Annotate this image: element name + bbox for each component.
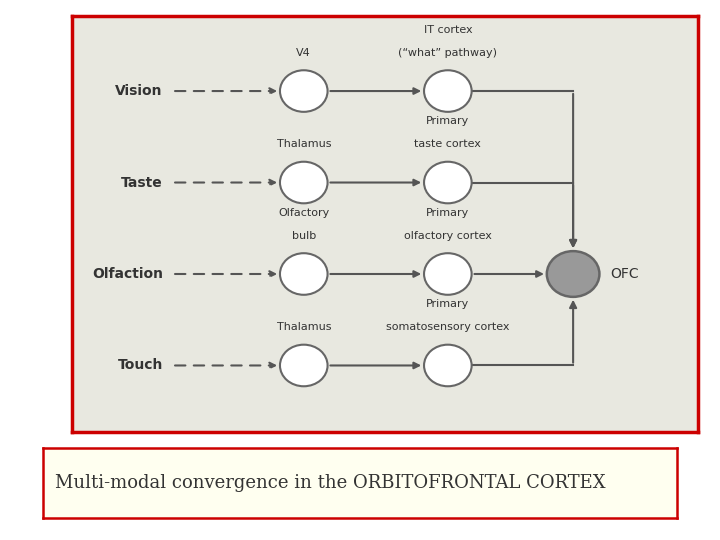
Ellipse shape	[280, 345, 328, 386]
Text: Primary: Primary	[426, 208, 469, 218]
Text: Primary: Primary	[426, 299, 469, 309]
Text: Olfaction: Olfaction	[92, 267, 163, 281]
Ellipse shape	[280, 162, 328, 204]
Ellipse shape	[424, 345, 472, 386]
Text: somatosensory cortex: somatosensory cortex	[386, 322, 510, 332]
Text: Olfactory: Olfactory	[278, 208, 329, 218]
Text: Taste: Taste	[121, 176, 163, 190]
Text: Thalamus: Thalamus	[276, 322, 331, 332]
Text: (“what” pathway): (“what” pathway)	[398, 48, 498, 58]
Ellipse shape	[424, 70, 472, 112]
Text: V4: V4	[297, 48, 311, 58]
Ellipse shape	[280, 253, 328, 295]
Text: bulb: bulb	[292, 231, 316, 241]
Text: Thalamus: Thalamus	[276, 139, 331, 149]
Ellipse shape	[280, 70, 328, 112]
Text: Primary: Primary	[426, 117, 469, 126]
Text: OFC: OFC	[611, 267, 639, 281]
Ellipse shape	[546, 251, 600, 297]
Text: Touch: Touch	[117, 359, 163, 373]
Text: Multi-modal convergence in the ORBITOFRONTAL CORTEX: Multi-modal convergence in the ORBITOFRO…	[55, 474, 606, 492]
Text: taste cortex: taste cortex	[415, 139, 481, 149]
Text: olfactory cortex: olfactory cortex	[404, 231, 492, 241]
Text: IT cortex: IT cortex	[423, 25, 472, 35]
Text: Vision: Vision	[115, 84, 163, 98]
Ellipse shape	[424, 162, 472, 204]
Ellipse shape	[424, 253, 472, 295]
